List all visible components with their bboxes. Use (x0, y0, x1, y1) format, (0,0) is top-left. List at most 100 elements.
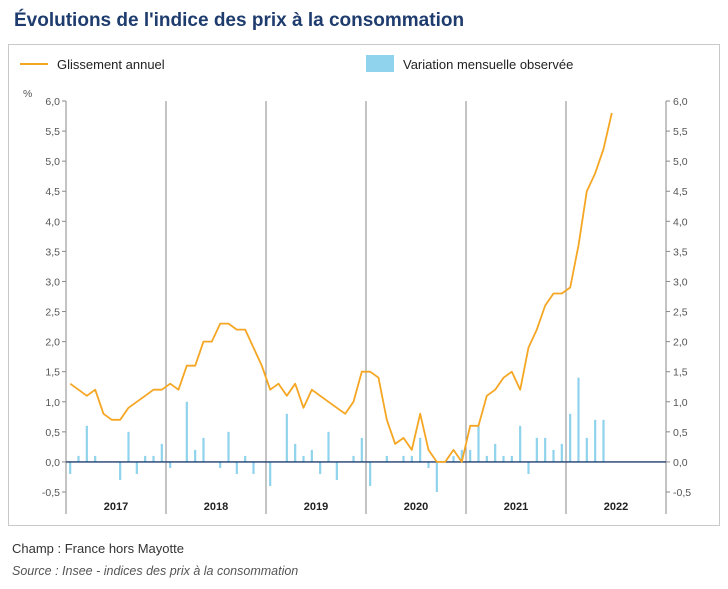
bar-monthly-variation (452, 455, 455, 462)
bar-monthly-variation (327, 431, 330, 462)
legend: Glissement annuel Variation mensuelle ob… (20, 55, 573, 72)
bar-monthly-variation (285, 413, 288, 462)
y-tick-label-left: 1,0 (45, 397, 60, 409)
bar-monthly-variation (469, 449, 472, 462)
bar-series (69, 377, 605, 492)
bar-monthly-variation (369, 461, 372, 486)
y-tick-label-left: 6,0 (45, 96, 60, 108)
line-series (69, 112, 613, 463)
x-year-label: 2020 (404, 501, 428, 513)
bar-monthly-variation (94, 455, 97, 462)
y-tick-label-left: 4,5 (45, 186, 60, 198)
x-year-label: 2018 (204, 501, 228, 513)
chart-frame (8, 44, 720, 526)
bar-monthly-variation (244, 455, 247, 462)
bar-monthly-variation (435, 461, 438, 492)
chart-title: Évolutions de l'indice des prix à la con… (14, 10, 465, 31)
axes: -0,5 -0,5 0,0 0,0 0,5 0,5 1,0 1,0 1,5 1,5 2,0 2,0 2,… (23, 88, 691, 513)
x-year-label: 2021 (504, 501, 528, 513)
bar-monthly-variation (319, 461, 322, 474)
y-tick-label-left: 2,0 (45, 337, 60, 349)
y-tick-label-right: 1,5 (673, 367, 688, 379)
x-year-label: 2019 (304, 501, 328, 513)
bar-monthly-variation (310, 449, 313, 462)
line-annual-change (69, 112, 613, 463)
y-tick-label-right: 5,0 (673, 156, 688, 168)
y-tick-label-left: 4,0 (45, 216, 60, 228)
bar-monthly-variation (569, 413, 572, 462)
legend-label-bar: Variation mensuelle observée (403, 57, 573, 72)
bar-monthly-variation (552, 449, 555, 462)
y-tick-label-left: 3,0 (45, 276, 60, 288)
bar-monthly-variation (502, 455, 505, 462)
y-tick-label-left: 0,5 (45, 427, 60, 439)
y-tick-label-right: 2,0 (673, 337, 688, 349)
bar-monthly-variation (85, 425, 88, 462)
y-tick-label-right: 3,5 (673, 246, 688, 258)
y-tick-label-right: 2,5 (673, 307, 688, 319)
bar-monthly-variation (194, 449, 197, 462)
bar-monthly-variation (485, 455, 488, 462)
bar-monthly-variation (269, 461, 272, 486)
bar-monthly-variation (519, 425, 522, 462)
bar-monthly-variation (477, 425, 480, 462)
bar-monthly-variation (160, 443, 163, 462)
bar-monthly-variation (510, 455, 513, 462)
bar-monthly-variation (294, 443, 297, 462)
bar-monthly-variation (535, 437, 538, 462)
bar-monthly-variation (385, 455, 388, 462)
bar-monthly-variation (144, 455, 147, 462)
legend-label-line: Glissement annuel (57, 57, 165, 72)
y-tick-label-left: 5,0 (45, 156, 60, 168)
y-tick-label-right: 0,0 (673, 457, 688, 469)
y-tick-label-left: -0,5 (42, 487, 60, 499)
bar-monthly-variation (427, 461, 430, 468)
bar-monthly-variation (402, 455, 405, 462)
y-tick-label-left: 0,0 (45, 457, 60, 469)
y-tick-label-right: 4,0 (673, 216, 688, 228)
grid (65, 101, 667, 514)
bar-monthly-variation (594, 419, 597, 462)
bar-monthly-variation (302, 455, 305, 462)
bar-monthly-variation (419, 437, 422, 462)
bar-monthly-variation (69, 461, 72, 474)
y-tick-label-right: 4,5 (673, 186, 688, 198)
y-tick-label-right: 6,0 (673, 96, 688, 108)
y-tick-label-right: 1,0 (673, 397, 688, 409)
x-year-label: 2022 (604, 501, 628, 513)
bar-monthly-variation (227, 431, 230, 462)
bar-monthly-variation (202, 437, 205, 462)
bar-monthly-variation (127, 431, 130, 462)
bar-monthly-variation (494, 443, 497, 462)
y-tick-label-right: -0,5 (673, 487, 691, 499)
bar-monthly-variation (560, 443, 563, 462)
footer-source: Source : Insee - indices des prix à la c… (12, 564, 299, 578)
bar-monthly-variation (602, 419, 605, 462)
y-unit-label: % (23, 88, 32, 100)
bar-monthly-variation (252, 461, 255, 474)
y-tick-label-left: 2,5 (45, 307, 60, 319)
bar-monthly-variation (527, 461, 530, 474)
bar-monthly-variation (352, 455, 355, 462)
bar-monthly-variation (335, 461, 338, 480)
y-tick-label-left: 3,5 (45, 246, 60, 258)
bar-monthly-variation (585, 437, 588, 462)
bar-monthly-variation (135, 461, 138, 474)
bar-monthly-variation (219, 461, 222, 468)
y-tick-label-left: 1,5 (45, 367, 60, 379)
bar-monthly-variation (235, 461, 238, 474)
y-tick-label-right: 5,5 (673, 126, 688, 138)
bar-monthly-variation (410, 455, 413, 462)
bar-monthly-variation (152, 455, 155, 462)
bar-monthly-variation (169, 461, 172, 468)
y-tick-label-right: 3,0 (673, 276, 688, 288)
bar-monthly-variation (577, 377, 580, 462)
bar-monthly-variation (544, 437, 547, 462)
bar-monthly-variation (77, 455, 80, 462)
bar-monthly-variation (185, 401, 188, 462)
y-tick-label-right: 0,5 (673, 427, 688, 439)
bar-monthly-variation (360, 437, 363, 462)
bar-monthly-variation (119, 461, 122, 480)
footer-champ: Champ : France hors Mayotte (12, 541, 184, 556)
